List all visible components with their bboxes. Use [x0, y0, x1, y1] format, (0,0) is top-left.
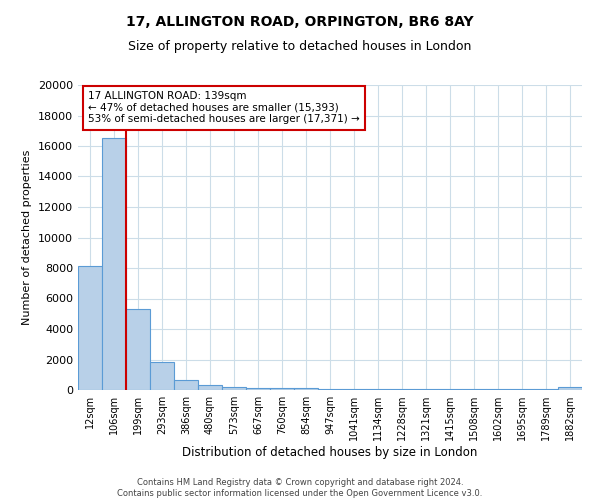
Text: 17, ALLINGTON ROAD, ORPINGTON, BR6 8AY: 17, ALLINGTON ROAD, ORPINGTON, BR6 8AY: [126, 15, 474, 29]
Text: Contains HM Land Registry data © Crown copyright and database right 2024.
Contai: Contains HM Land Registry data © Crown c…: [118, 478, 482, 498]
Bar: [102, 138, 126, 390]
Bar: [366, 389, 390, 390]
Bar: [462, 389, 486, 390]
Bar: [126, 309, 150, 390]
Bar: [318, 388, 342, 390]
Bar: [294, 388, 318, 390]
Bar: [198, 385, 222, 390]
Bar: [414, 389, 438, 390]
Bar: [78, 266, 102, 390]
Bar: [558, 388, 582, 390]
Bar: [222, 387, 246, 390]
Bar: [486, 389, 510, 390]
Bar: [390, 389, 414, 390]
Text: 17 ALLINGTON ROAD: 139sqm
← 47% of detached houses are smaller (15,393)
53% of s: 17 ALLINGTON ROAD: 139sqm ← 47% of detac…: [88, 91, 360, 124]
X-axis label: Distribution of detached houses by size in London: Distribution of detached houses by size …: [182, 446, 478, 459]
Bar: [342, 389, 366, 390]
Bar: [150, 362, 174, 390]
Bar: [270, 388, 294, 390]
Bar: [246, 388, 270, 390]
Bar: [174, 380, 198, 390]
Text: Size of property relative to detached houses in London: Size of property relative to detached ho…: [128, 40, 472, 53]
Bar: [438, 389, 462, 390]
Y-axis label: Number of detached properties: Number of detached properties: [22, 150, 32, 325]
